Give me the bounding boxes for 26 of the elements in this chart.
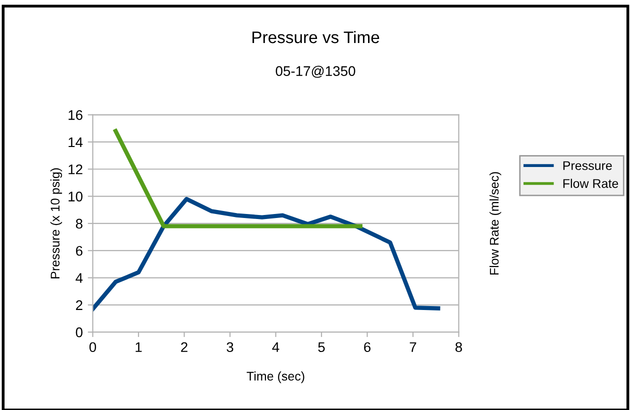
x-tick-label: 6 (364, 342, 370, 352)
x-tick-label: 7 (410, 342, 416, 352)
y-tick-label: 6 (76, 246, 82, 256)
y-tick-label: 12 (68, 164, 82, 174)
chart-title: Pressure vs Time (252, 30, 380, 44)
x-tick-label: 1 (136, 342, 142, 352)
y-tick-label: 2 (76, 300, 82, 310)
x-tick-label: 8 (455, 342, 462, 352)
x-tick-label: 0 (89, 342, 96, 352)
y-tick-label: 8 (76, 218, 82, 229)
x-tick-label: 4 (272, 342, 280, 352)
x-axis-title: Time (sec) (246, 371, 304, 384)
y-tick-label: 10 (68, 192, 82, 202)
y-tick-label: 14 (68, 137, 83, 147)
x-tick-label: 3 (226, 342, 234, 352)
x-tick-label: 5 (318, 342, 325, 352)
line-series (92, 196, 440, 312)
legend-label: Flow Rate (563, 178, 618, 188)
y-tick-label: 0 (76, 327, 82, 338)
legend-label: Pressure (563, 161, 612, 170)
y-tick-label: 16 (68, 110, 82, 120)
y-axis-title: Pressure (x 10 psig) (50, 168, 62, 278)
y2-axis-title: Flow Rate (ml/sec) (490, 172, 502, 275)
y-tick-label: 4 (76, 273, 83, 283)
chart-subtitle: 05-17@1350 (276, 66, 356, 78)
x-tick-label: 2 (181, 342, 188, 352)
